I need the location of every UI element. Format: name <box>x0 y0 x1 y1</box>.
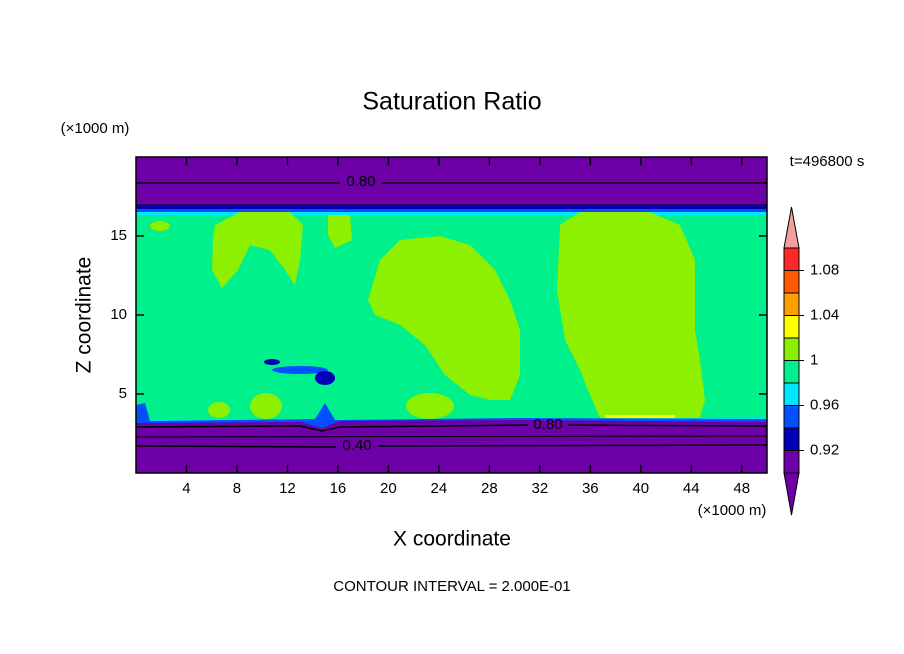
contour-field <box>135 157 768 473</box>
contour-line <box>135 435 768 438</box>
colorbar-tick-label: 1 <box>810 351 818 368</box>
region <box>212 212 303 288</box>
colorbar-tick-label: 1.04 <box>810 306 839 323</box>
contour-label: 0.80 <box>533 416 562 433</box>
colorbar-tick-label: 1.08 <box>810 261 839 278</box>
region <box>250 393 282 419</box>
x-tick-label: 48 <box>733 480 750 497</box>
y-tick-label: 10 <box>110 306 127 323</box>
colorbar-arrow <box>783 472 800 516</box>
x-tick-label: 40 <box>632 480 649 497</box>
colorbar-box <box>783 337 800 361</box>
x-tick-label: 8 <box>233 480 241 497</box>
colorbar-tick-label: 0.96 <box>810 396 839 413</box>
colorbar-arrow <box>783 206 800 249</box>
chart-title: Saturation Ratio <box>362 88 541 116</box>
colorbar-box <box>783 315 800 339</box>
region <box>150 221 170 231</box>
contour-label: 0.40 <box>342 437 371 454</box>
region <box>272 366 328 374</box>
region <box>328 215 352 248</box>
colorbar-box <box>783 292 800 316</box>
x-tick-label: 32 <box>531 480 548 497</box>
x-tick-label: 28 <box>481 480 498 497</box>
y-axis-label: Z coordinate <box>73 257 96 374</box>
region <box>136 206 767 209</box>
colorbar-box <box>783 450 800 474</box>
region <box>406 393 454 419</box>
footer: CONTOUR INTERVAL = 2.000E-01 <box>333 578 570 595</box>
x-tick-label: 20 <box>380 480 397 497</box>
x-tick-label: 24 <box>431 480 448 497</box>
x-tick-label: 12 <box>279 480 296 497</box>
region <box>136 212 767 215</box>
colorbar-box <box>783 427 800 451</box>
region <box>136 157 767 206</box>
contour-line <box>135 424 768 432</box>
region <box>368 236 520 400</box>
y-tick-label: 5 <box>119 385 127 402</box>
colorbar-tick-label: 0.92 <box>810 441 839 458</box>
time-label: t=496800 s <box>790 153 865 170</box>
region <box>208 402 230 418</box>
region <box>264 359 280 365</box>
contour-line <box>135 444 768 448</box>
x-axis-label: X coordinate <box>393 528 511 551</box>
colorbar-box <box>783 247 800 271</box>
y-unit: (×1000 m) <box>61 120 130 137</box>
colorbar-box <box>783 270 800 294</box>
x-tick-label: 44 <box>683 480 700 497</box>
region <box>315 371 335 385</box>
x-tick-label: 36 <box>582 480 599 497</box>
colorbar-box <box>783 405 800 429</box>
region <box>136 209 767 212</box>
colorbar-box <box>783 382 800 406</box>
colorbar-box <box>783 360 800 384</box>
x-tick-label: 16 <box>330 480 347 497</box>
region <box>557 212 705 418</box>
x-tick-label: 4 <box>182 480 190 497</box>
contour-label: 0.80 <box>346 173 375 190</box>
y-tick-label: 15 <box>110 227 127 244</box>
x-unit: (×1000 m) <box>698 502 767 519</box>
region <box>605 415 675 418</box>
